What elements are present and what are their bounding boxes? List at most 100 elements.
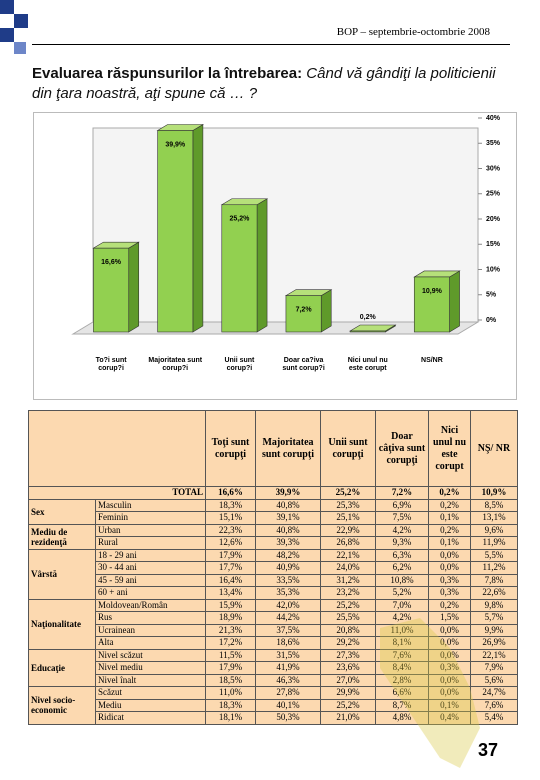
- cell: 22,3%: [205, 523, 256, 537]
- cell: 24,0%: [320, 561, 376, 575]
- y-tick-label: 20%: [486, 216, 501, 223]
- cell: 27,8%: [255, 686, 321, 700]
- row: Feminin 15,1% 39,1% 25,1% 7,5% 0,1% 13,1%: [29, 511, 518, 525]
- cell: 9,6%: [470, 523, 518, 537]
- cell: 15,1%: [205, 511, 256, 525]
- cell: 22,6%: [470, 586, 518, 600]
- cell: 40,8%: [255, 523, 321, 537]
- heading-question: Când vă gândiţi la politicienii din ţara…: [32, 65, 496, 102]
- x-tick-label: Nici unul nu este corupt: [348, 357, 388, 372]
- map-decoration: [380, 618, 480, 768]
- y-tick-label: 5%: [486, 292, 497, 299]
- cell: 16,6%: [205, 486, 256, 500]
- cell: 7,8%: [470, 573, 518, 587]
- cell: 0,1%: [428, 511, 471, 525]
- cell: 5,2%: [375, 586, 429, 600]
- row: Vârstă 18 - 29 ani 17,9% 48,2% 22,1% 6,3% 0,0%…: [28, 548, 518, 600]
- cell: 5,7%: [470, 611, 518, 625]
- cell: 39,3%: [255, 536, 321, 550]
- cell: Nivel înalt: [95, 673, 206, 687]
- cell: 6,3%: [375, 548, 429, 562]
- cell: 25,1%: [320, 511, 376, 525]
- cell: 44,2%: [255, 611, 321, 625]
- cell: Naţionalitate: [28, 598, 96, 650]
- x-tick-label: NS/NR: [421, 357, 443, 364]
- cell: Rural: [95, 536, 206, 550]
- cell: 30 - 44 ani: [95, 561, 206, 575]
- value-label: 7,2%: [296, 306, 313, 313]
- cell: 18,9%: [205, 611, 256, 625]
- rule: [32, 44, 510, 45]
- bar: [413, 276, 450, 333]
- cell: 17,9%: [205, 661, 256, 675]
- bar-side: [128, 241, 140, 333]
- cell: 22,1%: [320, 548, 376, 562]
- heading-lead: Evaluarea răspunsurilor la întrebarea:: [32, 65, 303, 82]
- cell: 18,6%: [255, 636, 321, 650]
- cell: 40,1%: [255, 698, 321, 712]
- cell: 21,3%: [205, 623, 256, 637]
- bar-side: [256, 198, 268, 333]
- cell: 13,1%: [470, 511, 518, 525]
- row: Sex Masculin 18,3% 40,8% 25,3% 6,9% 0,2% 8,5%: [28, 498, 518, 525]
- cell: Scăzut: [95, 686, 206, 700]
- row: Mediu de rezidenţă Urban 22,3% 40,8% 22,9% 4,…: [28, 523, 518, 550]
- cell: 12,6%: [205, 536, 256, 550]
- cell: 6,2%: [375, 561, 429, 575]
- cell: 0,2%: [428, 523, 471, 537]
- cell: Majoritatea sunt corupţi: [255, 410, 321, 487]
- bar-side: [320, 289, 332, 333]
- row: Rural 12,6% 39,3% 26,8% 9,3% 0,1% 11,9%: [29, 536, 518, 550]
- cell: 22,9%: [320, 523, 376, 537]
- cell: 17,2%: [205, 636, 256, 650]
- cell: 23,2%: [320, 586, 376, 600]
- cell: Educaţie: [28, 648, 96, 687]
- page-number: 37: [478, 740, 499, 760]
- cell: 18 - 29 ani: [95, 548, 206, 562]
- cell: 25,2%: [320, 486, 376, 500]
- cell: 11,9%: [470, 536, 518, 550]
- cell: 0,4%: [428, 711, 471, 725]
- cell: 0,0%: [428, 548, 471, 562]
- cell: 0,2%: [428, 498, 471, 512]
- decoration: [0, 0, 28, 54]
- cell: Mediu de rezidenţă: [28, 523, 96, 550]
- cell: 9,8%: [470, 598, 518, 612]
- cell: 11,5%: [205, 648, 256, 662]
- y-tick-label: 30%: [486, 165, 501, 172]
- row: Naţionalitate Moldovean/Român 15,9% 42,0% 25…: [28, 598, 518, 650]
- cell: 18,3%: [205, 698, 256, 712]
- cell: Mediu: [95, 698, 206, 712]
- bar: [221, 204, 258, 333]
- x-tick-label: To?i sunt corup?i: [96, 357, 128, 372]
- cell: 10,8%: [375, 573, 429, 587]
- cell: Nivel socio-economic: [28, 686, 96, 725]
- cell: 26,8%: [320, 536, 376, 550]
- cell: 11,2%: [470, 561, 518, 575]
- cell: 5,4%: [470, 711, 518, 725]
- cell: Moldovean/Român: [95, 598, 206, 612]
- cell: 18,5%: [205, 673, 256, 687]
- cell: 42,0%: [255, 598, 321, 612]
- cell: Nivel scăzut: [95, 648, 206, 662]
- cell: Nici unul nu este corupt: [428, 410, 471, 487]
- cell: Feminin: [95, 511, 206, 525]
- cell: Vârstă: [28, 548, 96, 600]
- x-tick-label: Doar ca?iva sunt corup?i: [282, 357, 324, 372]
- value-label: 16,6%: [101, 259, 122, 266]
- y-tick-label: 15%: [486, 241, 501, 248]
- header: BOP – septembrie-octombrie 2008: [336, 26, 490, 38]
- cell: 40,9%: [255, 561, 321, 575]
- row: Toţi sunt corupţi Majoritatea sunt corupţ…: [28, 410, 518, 487]
- row: Rus 18,9% 44,2% 25,5% 4,2% 1,5% 5,7%: [29, 611, 518, 625]
- cell: 13,4%: [205, 586, 256, 600]
- cell: [28, 410, 206, 487]
- cell: 11,0%: [205, 686, 256, 700]
- cell: 25,3%: [320, 498, 376, 512]
- cell: 45 - 59 ani: [95, 573, 206, 587]
- cell: 40,8%: [255, 498, 321, 512]
- value-label: 0,2%: [360, 314, 377, 321]
